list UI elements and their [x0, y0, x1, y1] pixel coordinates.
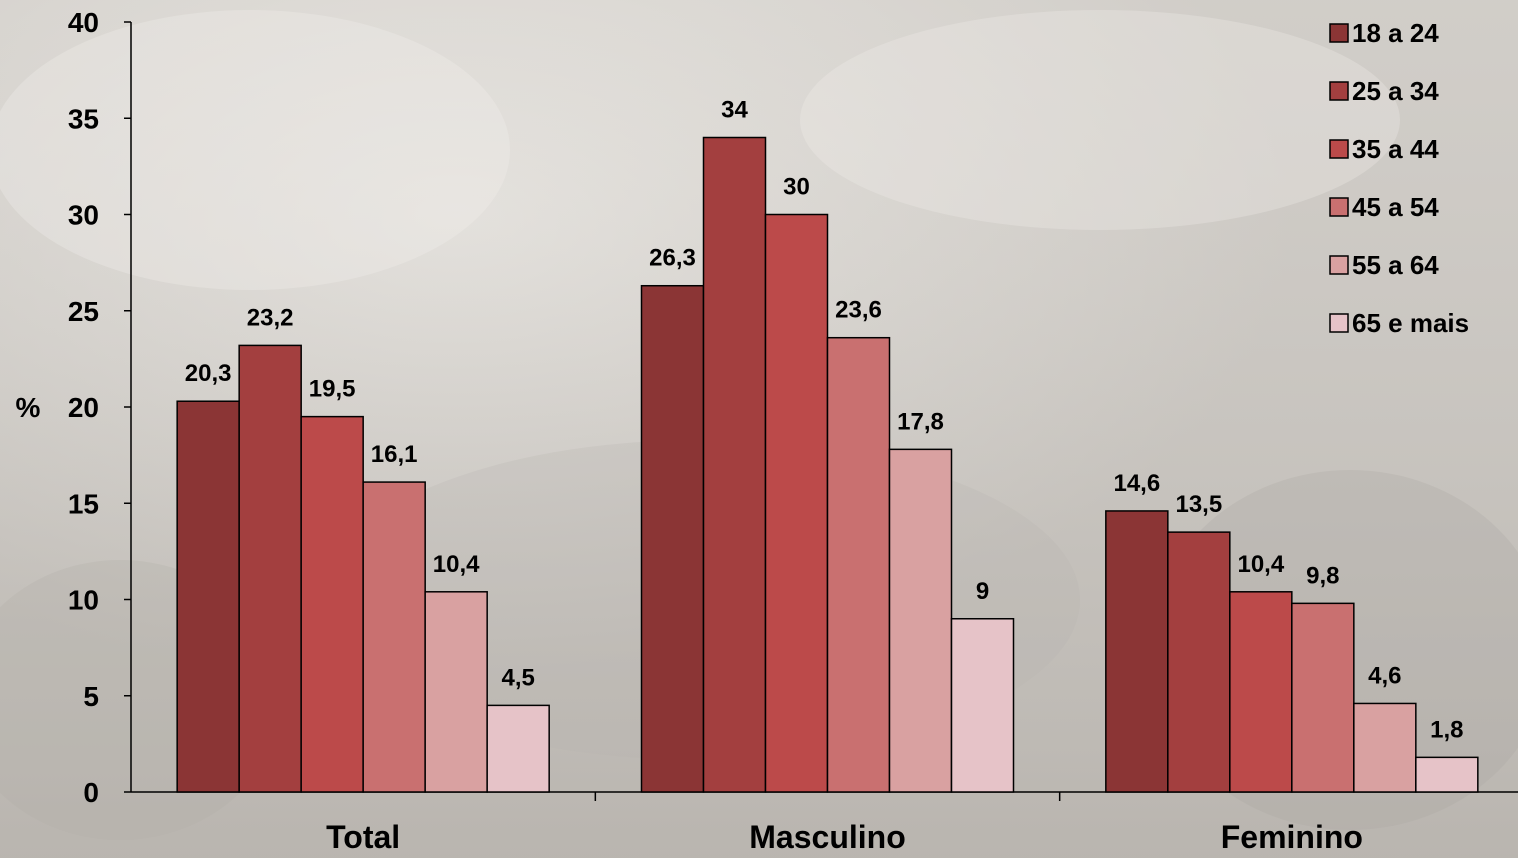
legend-label: 65 e mais	[1352, 308, 1469, 338]
legend-swatch	[1329, 255, 1349, 275]
data-label: 19,5	[309, 376, 356, 403]
legend-swatch	[1329, 81, 1349, 101]
y-tick-label: 5	[83, 681, 99, 712]
bar	[238, 344, 302, 793]
bar	[888, 448, 953, 793]
data-label: 23,6	[835, 297, 882, 324]
bar	[1291, 602, 1355, 793]
y-tick-label: 25	[68, 296, 99, 327]
bar	[950, 618, 1015, 793]
y-tick-label: 15	[68, 488, 99, 519]
legend: 18 a 24 25 a 34 35 a 44 45 a 54 55 a 64 65 e …	[1329, 18, 1469, 338]
bar	[300, 415, 364, 793]
legend-label: 45 a 54	[1352, 192, 1439, 222]
y-axis-label: %	[16, 392, 41, 423]
x-category-label: Total	[326, 819, 400, 855]
data-label: 4,6	[1368, 662, 1401, 689]
data-label: 20,3	[185, 360, 232, 387]
bar	[764, 213, 829, 793]
data-label: 13,5	[1175, 491, 1222, 518]
bars	[176, 136, 1479, 793]
x-category-label: Feminino	[1221, 819, 1363, 855]
bar	[1167, 531, 1231, 793]
bar	[1229, 591, 1293, 793]
bar	[702, 136, 767, 793]
bar	[826, 336, 891, 793]
data-label: 4,5	[501, 664, 534, 691]
legend-label: 35 a 44	[1352, 134, 1439, 164]
bar	[362, 481, 426, 793]
data-label: 10,4	[1237, 551, 1284, 578]
bar	[640, 284, 705, 793]
legend-swatch	[1329, 197, 1349, 217]
y-tick-label: 30	[68, 200, 99, 231]
y-tick-label: 10	[68, 585, 99, 616]
data-label: 10,4	[433, 551, 480, 578]
data-label: 26,3	[649, 245, 696, 272]
legend-label: 55 a 64	[1352, 250, 1439, 280]
value-labels: 20,3 23,2 19,5 16,1 10,4 4,5 26,3 34 30 23,6 17,8 9…	[185, 97, 1464, 744]
bar	[1105, 510, 1169, 793]
data-label: 16,1	[371, 441, 418, 468]
legend-label: 25 a 34	[1352, 76, 1439, 106]
data-label: 30	[783, 174, 810, 201]
data-label: 14,6	[1113, 470, 1160, 497]
data-label: 9,8	[1306, 562, 1339, 589]
legend-swatch	[1329, 139, 1349, 159]
axes: 0 5 10 15 20 25 30 35 40% Total Masculino Feminino	[16, 7, 1518, 855]
bar	[1415, 756, 1479, 793]
bar	[486, 704, 550, 793]
y-tick-label: 0	[83, 777, 99, 808]
legend-label: 18 a 24	[1352, 18, 1439, 48]
legend-swatch	[1329, 313, 1349, 333]
y-tick-label: 35	[68, 103, 99, 134]
bar	[424, 591, 488, 793]
data-label: 1,8	[1430, 716, 1463, 743]
data-label: 17,8	[897, 408, 944, 435]
legend-swatch	[1329, 23, 1349, 43]
data-label: 9	[976, 578, 989, 605]
x-category-label: Masculino	[749, 819, 905, 855]
data-label: 23,2	[247, 304, 294, 331]
data-label: 34	[721, 97, 748, 124]
bar	[176, 400, 240, 793]
y-tick-label: 40	[68, 7, 99, 38]
bar	[1353, 702, 1417, 793]
y-tick-label: 20	[68, 392, 99, 423]
